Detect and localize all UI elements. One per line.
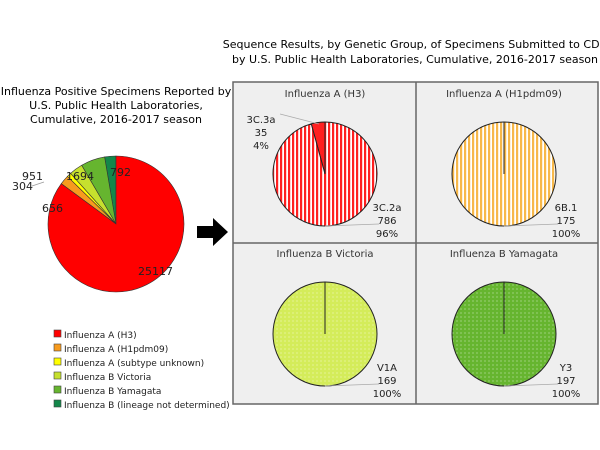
data-label: 656 [42, 202, 63, 215]
pie-slice [272, 121, 378, 227]
left-title-line-3: Cumulative, 2016-2017 season [30, 113, 202, 126]
slice-label-pct: 100% [552, 229, 581, 240]
panel-title: Influenza B Victoria [277, 249, 374, 260]
legend-swatch [53, 357, 62, 366]
legend-entry: Influenza B (lineage not determined) [64, 401, 230, 411]
panel-title: Influenza A (H3) [285, 89, 366, 100]
data-label: 304 [12, 180, 33, 193]
legend-swatch [53, 371, 62, 380]
legend-entry: Influenza A (H1pdm09) [64, 345, 168, 355]
slice-label-name: Y3 [559, 363, 572, 374]
legend-swatch [53, 343, 62, 352]
pie-slice [47, 155, 185, 293]
slice-label-pct: 4% [253, 141, 269, 152]
slice-label-value: 35 [255, 128, 268, 139]
slice-label-name: V1A [377, 363, 397, 374]
data-label: 951 [22, 170, 43, 183]
data-label: 792 [110, 166, 131, 179]
left-title-line-1: Influenza Positive Specimens Reported by [1, 85, 232, 98]
slice-label-value: 786 [377, 216, 396, 227]
right-title-line-2: by U.S. Public Health Laboratories, Cumu… [232, 53, 598, 66]
slice-label-name: 3C.2a [372, 203, 401, 214]
panel: Influenza A (H1pdm09) 6B.1 175 100% [446, 89, 580, 240]
slice-label-value: 169 [377, 376, 396, 387]
legend-entry: Influenza B Yamagata [64, 387, 161, 397]
slice-label-value: 197 [556, 376, 575, 387]
panel-title: Influenza A (H1pdm09) [446, 89, 562, 100]
slice-label-name: 6B.1 [555, 203, 578, 214]
legend-swatch [53, 385, 62, 394]
panel-title: Influenza B Yamagata [450, 249, 558, 260]
right-title-line-1: Sequence Results, by Genetic Group, of S… [223, 38, 600, 51]
legend: Influenza A (H3) Influenza A (H1pdm09) Inf… [53, 329, 230, 411]
slice-label-pct: 100% [552, 389, 581, 400]
legend-entry: Influenza A (H3) [64, 331, 137, 341]
data-label: 1694 [66, 170, 94, 183]
legend-swatch [53, 399, 62, 408]
slice-label-pct: 96% [376, 229, 398, 240]
leader-line [31, 181, 45, 187]
data-label: 25117 [138, 265, 173, 278]
panel: Influenza B Yamagata Y3 197 100% [450, 249, 580, 400]
legend-swatch [53, 329, 62, 338]
slice-label-value: 175 [556, 216, 575, 227]
slice-label-pct: 100% [373, 389, 402, 400]
legend-entry: Influenza A (subtype unknown) [64, 359, 204, 369]
legend-entry: Influenza B Victoria [64, 373, 151, 383]
panel: Influenza B Victoria V1A 169 100% [272, 249, 402, 400]
slice-label-name: 3C.3a [246, 115, 275, 126]
panel: Influenza A (H3) 3C.2a 786 96% 3C.3a 35 4% [246, 89, 401, 240]
left-title-line-2: U.S. Public Health Laboratories, [29, 99, 203, 112]
right-arrow-icon [197, 218, 228, 246]
